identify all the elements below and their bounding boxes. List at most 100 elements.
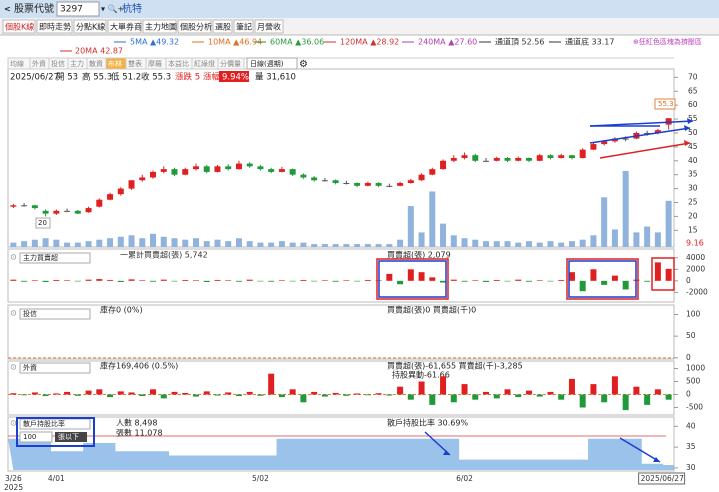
y-tick-label: 65 [688,86,698,95]
bar [418,272,425,281]
volume-bar [289,242,296,247]
code-input[interactable] [56,1,100,17]
tool-label[interactable]: 雙表 [128,59,142,68]
tab[interactable] [233,19,254,34]
arrow-head [443,450,450,455]
volume-bar [354,244,361,247]
bar [96,279,103,281]
candle-body [493,158,500,161]
tab-label[interactable]: 月營收 [257,22,281,32]
tab[interactable] [107,19,142,34]
panel-select[interactable] [19,252,91,264]
tab-label[interactable]: 分點K線 [76,22,105,32]
tool-label[interactable]: 主力 [70,59,84,68]
bar [203,391,210,395]
arrow-head [684,140,690,146]
tab-label[interactable]: 選股 [215,22,231,32]
bar [289,280,296,282]
tab[interactable] [142,19,177,34]
panel-select-label[interactable]: 主力買賣超 [23,253,58,262]
tab-label[interactable]: 個股K線 [5,22,34,32]
tab[interactable] [177,19,212,34]
volume-bar [107,238,114,247]
back-button[interactable]: < [4,5,11,14]
bar [493,279,500,281]
panel-label: 買賣超(張) 2,079 [387,250,451,260]
bar [483,280,490,282]
price-panel [7,68,675,248]
tab-label[interactable]: 個股分析 [180,22,212,32]
volume-bar [21,241,28,247]
period-select[interactable] [246,57,298,70]
candle-body [160,169,167,172]
tool-label[interactable]: 紅綠燈 [194,59,215,68]
tab[interactable] [212,19,233,34]
candle-body [214,166,221,172]
candle-body [10,205,17,207]
panel-select[interactable] [19,362,91,374]
tab[interactable] [73,19,107,34]
bar [96,389,103,395]
tab-label[interactable]: 筆記 [236,22,252,32]
tab-label[interactable]: 主力地圖 [145,22,177,32]
lots-value[interactable]: 100 [23,433,36,441]
volume-bar [96,239,103,247]
panel-select-label[interactable]: 投信 [23,309,37,318]
candle-body [311,177,318,181]
bar [568,272,575,281]
tab[interactable] [2,19,36,34]
panel-select[interactable] [19,308,91,320]
legend-note: ⊕狂紅色區塊為擠壓區 [633,37,702,46]
tool-label[interactable]: 散資 [89,59,103,68]
bar [558,394,565,400]
tool-label[interactable]: 本益比 [168,59,189,68]
tab[interactable] [36,19,73,34]
bar [397,386,404,395]
candle-body [547,155,554,158]
tab-label[interactable]: 大單券商 [110,22,142,32]
tool-label[interactable]: 分價量 [220,59,241,68]
highlight-box [378,260,447,298]
tool-label[interactable]: 外資 [32,59,46,68]
settings-icon[interactable]: ⚙ [299,59,308,70]
retail-area [8,438,674,470]
bar [493,394,500,399]
panel-label: 買賣超(張)-61,655 買賣超(千)-3,285 [387,361,523,371]
bar [461,280,468,282]
volume-bar [461,238,468,247]
volume-bar [622,171,629,247]
candle-body [182,169,189,175]
tab-label[interactable]: 即時走勢 [39,22,71,32]
candle-body [85,208,92,213]
volume-bar [42,238,49,247]
bar [665,268,672,281]
panel-select-label[interactable]: 外資 [23,363,37,372]
period-label[interactable]: 日線(週期) [250,59,284,68]
volume-bar [558,242,565,247]
bar [579,394,586,408]
x-tick-label: 6/02 [456,474,473,483]
quote-item: 高 55.3 [82,72,112,83]
tool-label[interactable]: 摩羅 [148,59,162,68]
bar [31,280,38,281]
tool-label[interactable]: 布林 [108,59,122,68]
legend-label: 240MA ▲27.60 [418,38,477,47]
tool-button[interactable] [217,57,245,70]
tab[interactable] [254,19,284,34]
tool-label[interactable]: 投信 [51,59,65,68]
candle-body [461,155,468,158]
panel-label: 散戶持股比率 30.69% [387,418,468,428]
bar [590,384,597,395]
lots-input[interactable] [19,431,53,443]
panel-icon: ⊙ [10,419,17,428]
quote-item: 收 55.3 [141,72,171,83]
candle-body [31,205,38,209]
bar [74,394,81,396]
bar [525,390,532,395]
search-icons[interactable]: ▾ 🔍+ [101,4,124,14]
bar [547,280,554,282]
bar [450,279,457,281]
panel-select-label[interactable]: 散戶持股比率 [23,419,65,428]
tool-label[interactable]: 均線 [10,59,24,68]
bar [225,392,232,395]
